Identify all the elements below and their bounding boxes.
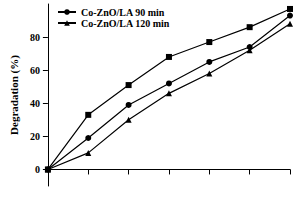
svg-text:Degradation (%): Degradation (%) xyxy=(8,55,21,135)
svg-text:60: 60 xyxy=(30,65,40,76)
svg-text:0: 0 xyxy=(35,164,40,175)
svg-text:40: 40 xyxy=(30,98,40,109)
svg-text:Co-ZnO/LA 120 min: Co-ZnO/LA 120 min xyxy=(81,18,170,29)
svg-text:Co-ZnO/LA 90 min: Co-ZnO/LA 90 min xyxy=(81,7,165,18)
svg-text:20: 20 xyxy=(30,131,40,142)
svg-text:80: 80 xyxy=(30,32,40,43)
